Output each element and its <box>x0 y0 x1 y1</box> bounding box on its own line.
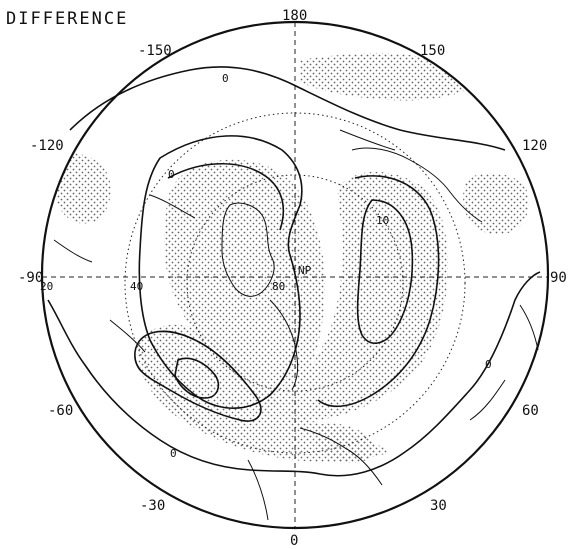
contour-label-zero-southwest: 0 <box>170 447 177 460</box>
lon-label-minus150: -150 <box>138 43 172 59</box>
lon-label-minus120: -120 <box>30 138 64 154</box>
continent-outlines <box>53 129 539 521</box>
lat-label-80: 80 <box>272 280 285 293</box>
lat-label-40: 40 <box>130 280 143 293</box>
map-title: DIFFERENCE <box>6 9 128 29</box>
lon-label-minus60: -60 <box>48 403 73 419</box>
latitude-circles <box>124 112 466 454</box>
contour-label-ten: 10 <box>376 214 389 227</box>
lon-label-150: 150 <box>420 43 445 59</box>
stipple-region-north-right <box>300 52 470 101</box>
stipple-region-west-edge <box>53 153 111 224</box>
lon-label-minus90: -90 <box>18 270 43 286</box>
lon-label-30: 30 <box>430 498 447 514</box>
contour-lines <box>47 66 541 477</box>
stipple-region-central <box>164 159 325 407</box>
lon-label-180: 180 <box>282 8 307 24</box>
lat-label-20: 20 <box>40 280 53 293</box>
stipple-region-east-edge <box>463 173 529 235</box>
contour-label-zero-east: 0 <box>485 358 492 371</box>
contour-label-zero-north: 0 <box>222 72 229 85</box>
stipple-region-east <box>285 171 448 421</box>
lon-label-90: 90 <box>550 270 567 286</box>
contour-label-zero-west: 0 <box>168 168 175 181</box>
lon-label-minus30: -30 <box>140 498 165 514</box>
lon-label-60: 60 <box>522 403 539 419</box>
globe-outline <box>40 20 550 530</box>
lon-label-120: 120 <box>522 138 547 154</box>
north-pole-label: NP <box>298 264 312 277</box>
stipple-region-southeast <box>316 423 375 464</box>
lon-label-0: 0 <box>290 533 298 549</box>
